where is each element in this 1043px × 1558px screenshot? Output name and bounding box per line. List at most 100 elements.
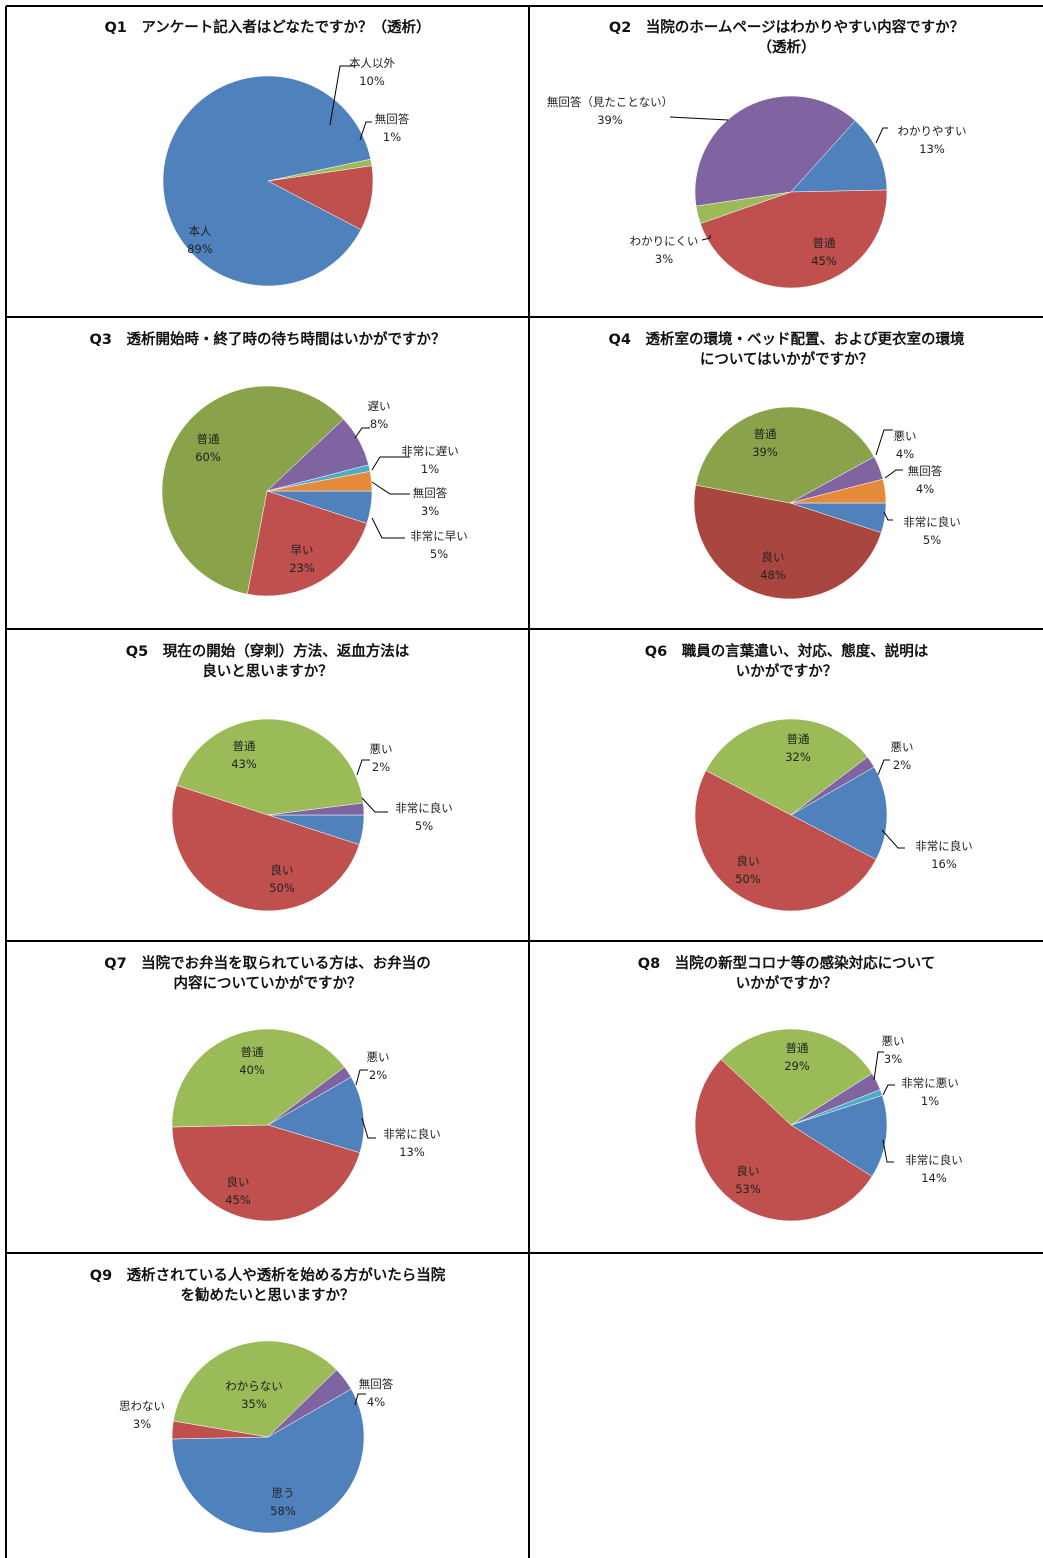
leader-line — [881, 829, 905, 849]
leader-line — [669, 116, 729, 121]
slice-label-name: 悪い — [367, 1050, 390, 1064]
slice-label-percent: 3% — [655, 252, 673, 266]
slice-label-name: 普通 — [787, 732, 810, 746]
chart-title-line: Q4 透析室の環境・ベッド配置、および更衣室の環境 — [608, 332, 965, 348]
slice-label-percent: 39% — [597, 113, 623, 127]
slice-label-percent: 50% — [735, 872, 761, 886]
slice-label-name: 良い — [271, 863, 294, 877]
slice-label-percent: 16% — [931, 857, 957, 871]
chart-title-line: Q5 現在の開始（穿刺）方法、返血方法は — [125, 644, 410, 660]
leader-line — [361, 797, 388, 813]
slice-label-name: 良い — [737, 1164, 760, 1178]
chart-title: Q1 アンケート記入者はどなたですか？（透析） — [6, 18, 529, 38]
chart-title-line: Q1 アンケート記入者はどなたですか？（透析） — [104, 20, 431, 36]
slice-label-name: 悪い — [370, 742, 393, 756]
chart-title: Q9 透析されている人や透析を始める方がいたら当院 を勧めたいと思いますか？ — [6, 1266, 529, 1306]
slice-label-percent: 1% — [421, 462, 439, 476]
pie-slice-4 — [267, 1066, 352, 1126]
pie-slice-3 — [705, 718, 868, 816]
slice-label-name: 非常に良い — [903, 515, 961, 529]
slice-label-percent: 1% — [383, 130, 401, 144]
leader-line — [884, 469, 903, 479]
pie-slice-3 — [161, 385, 344, 595]
slice-label-name: 非常に悪い — [901, 1076, 959, 1090]
leader-line — [371, 456, 410, 471]
slice-label-percent: 2% — [893, 758, 911, 772]
chart-panel-q9: Q9 透析されている人や透析を始める方がいたら当院 を勧めたいと思いますか？ 思う 5… — [6, 1254, 529, 1558]
pie-slice-2 — [171, 785, 360, 912]
slice-label-name: 思う — [272, 1486, 295, 1500]
slice-label-percent: 2% — [372, 760, 390, 774]
chart-title-line: を勧めたいと思いますか？ — [180, 1288, 355, 1304]
slice-label-name: 良い — [227, 1175, 250, 1189]
slice-label-name: わかりにくい — [630, 234, 699, 248]
slice-label-percent: 35% — [241, 1397, 267, 1411]
slice-label-name: 無回答 — [413, 486, 448, 500]
slice-label-percent: 23% — [289, 561, 315, 575]
slice-label-name: 無回答 — [375, 112, 410, 126]
slice-label-percent: 29% — [784, 1059, 810, 1073]
leader-line — [371, 481, 410, 495]
slice-label-percent: 8% — [370, 417, 388, 431]
leader-line — [883, 511, 893, 521]
slice-label-percent: 3% — [884, 1052, 902, 1066]
pie-slice-1 — [267, 1076, 365, 1154]
slice-label-name: 普通 — [233, 739, 256, 753]
slice-label-name: 非常に良い — [915, 839, 973, 853]
pie-slice-2 — [694, 1058, 873, 1222]
slice-label-name: わからない — [225, 1379, 283, 1393]
pie-slice-3 — [176, 718, 364, 816]
slice-label-percent: 14% — [921, 1171, 947, 1185]
slice-label-percent: 45% — [225, 1193, 251, 1207]
slice-label-name: 非常に良い — [383, 1127, 441, 1141]
leader-line — [875, 127, 888, 144]
slice-label-percent: 48% — [760, 568, 786, 582]
slice-label-percent: 43% — [231, 757, 257, 771]
slice-label-name: 普通 — [197, 432, 220, 446]
pie-slice-1 — [790, 766, 888, 860]
pie-slice-1 — [790, 1095, 888, 1177]
slice-label-percent: 32% — [785, 750, 811, 764]
pie-slice-1 — [171, 1388, 365, 1534]
slice-label-name: 普通 — [813, 236, 836, 250]
slice-label-name: わかりやすい — [898, 124, 967, 138]
chart-title-line: 内容についていかがですか？ — [173, 976, 362, 992]
slice-label-name: 普通 — [786, 1041, 809, 1055]
slice-label-percent: 13% — [399, 1145, 425, 1159]
slice-label-name: 遅い — [368, 399, 391, 413]
slice-label-name: 無回答（見たことない） — [547, 95, 673, 109]
slice-label-percent: 60% — [195, 450, 221, 464]
leader-line — [873, 1051, 884, 1081]
leader-line — [875, 429, 893, 456]
slice-label-percent: 10% — [359, 74, 385, 88]
chart-panel-q5: Q5 現在の開始（穿刺）方法、返血方法は 良いと思いますか？ 非常に良い 5% 良い 50… — [6, 630, 529, 941]
pie-slice-4 — [790, 756, 875, 816]
chart-title-line: Q9 透析されている人や透析を始める方がいたら当院 — [89, 1268, 446, 1284]
chart-title: Q3 透析開始時・終了時の待ち時間はいかがですか？ — [6, 330, 529, 350]
pie-slice-2 — [700, 189, 888, 289]
leader-line — [355, 1069, 368, 1086]
pie-slice-4 — [267, 802, 365, 816]
slice-label-percent: 39% — [752, 445, 778, 459]
leader-line — [329, 65, 355, 126]
chart-panel-q4: Q4 透析室の環境・ベッド配置、および更衣室の環境 についてはいかがですか？ 非常に… — [530, 318, 1043, 629]
pie-slice-3 — [267, 158, 373, 182]
slice-label-percent: 89% — [187, 242, 213, 256]
chart-title-line: Q3 透析開始時・終了時の待ち時間はいかがですか？ — [89, 332, 446, 348]
chart-title-line: Q2 当院のホームページはわかりやすい内容ですか？ — [608, 20, 965, 36]
slice-label-percent: 40% — [239, 1063, 265, 1077]
slice-label-percent: 5% — [430, 547, 448, 561]
leader-line — [701, 235, 711, 241]
pie-slice-3 — [171, 1028, 345, 1128]
chart-title: Q6 職員の言葉遣い、対応、態度、説明は いかがですか？ — [530, 642, 1043, 682]
chart-panel-q3: Q3 透析開始時・終了時の待ち時間はいかがですか？ 非常に早い 5% 早い 23% 普通 6… — [6, 318, 529, 629]
slice-label-name: 早い — [291, 543, 314, 557]
slice-label-name: 良い — [762, 550, 785, 564]
pie-slice-1 — [790, 120, 888, 193]
